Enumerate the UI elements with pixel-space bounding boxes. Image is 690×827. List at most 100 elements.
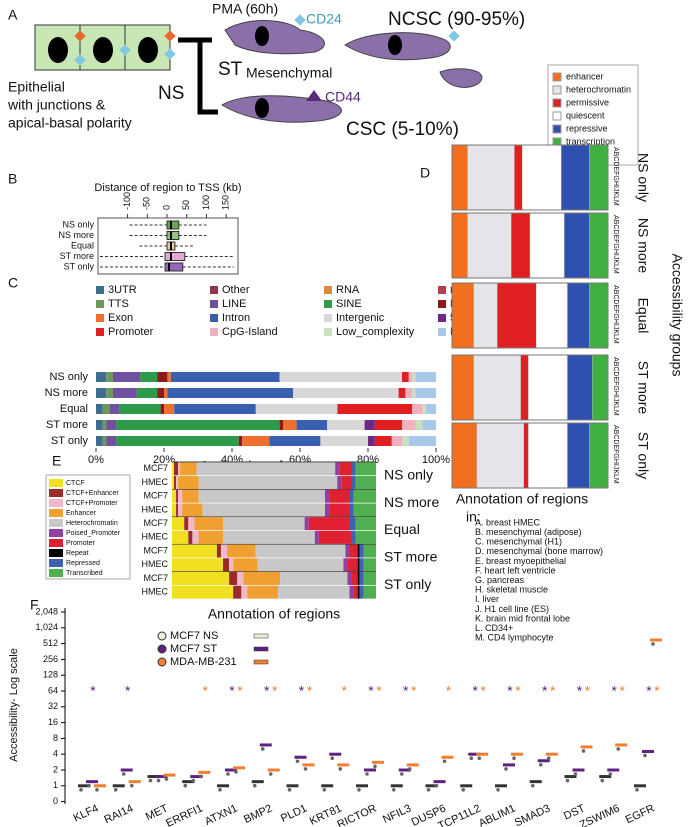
legend-label: Poised_Promoter xyxy=(66,530,121,537)
bar-segment xyxy=(374,420,402,430)
bar-segment xyxy=(408,436,436,446)
bar-segment xyxy=(216,544,221,558)
bar-segment xyxy=(343,558,348,572)
significance-star: * xyxy=(542,683,548,699)
category-label: MCF7 xyxy=(144,463,169,473)
bar-segment xyxy=(402,372,409,382)
bar-segment xyxy=(402,420,416,430)
category-label: NS more xyxy=(58,230,94,240)
bar-segment xyxy=(233,558,258,572)
dot xyxy=(330,756,335,760)
bar-segment xyxy=(116,436,239,446)
bar-segment xyxy=(116,420,280,430)
legend-swatch xyxy=(210,286,218,294)
map-block xyxy=(467,212,512,279)
bar-segment xyxy=(198,489,325,503)
y-tick-label: 0 xyxy=(53,796,58,806)
legend-swatch xyxy=(96,314,104,322)
map-block xyxy=(589,144,609,211)
bar-segment xyxy=(106,420,117,430)
bar-segment xyxy=(364,420,375,430)
dot xyxy=(469,756,474,760)
bar-segment xyxy=(325,489,330,503)
bar-segment xyxy=(355,530,376,544)
legend-swatch xyxy=(49,549,63,557)
bar-segment xyxy=(178,489,183,503)
nucleus xyxy=(388,35,402,55)
marker-label: CD24 xyxy=(306,11,342,27)
bar-segment xyxy=(374,436,392,446)
bar-segment xyxy=(198,476,338,490)
marker-label: CD44 xyxy=(325,89,361,105)
y-axis-label: Accessibility- Log scale xyxy=(8,648,20,762)
x-tick-label: RICTOR xyxy=(335,802,378,827)
bar-segment xyxy=(349,517,356,531)
bar-segment xyxy=(391,436,402,446)
bar-segment xyxy=(96,388,107,398)
map-block xyxy=(592,354,609,421)
map-block xyxy=(536,282,568,349)
y-tick-label: 16 xyxy=(48,717,58,727)
significance-star: * xyxy=(203,683,209,699)
dot xyxy=(616,747,621,751)
legend-label: MDA-MB-231 xyxy=(170,656,237,668)
dot xyxy=(373,764,377,769)
legend-swatch xyxy=(324,286,332,294)
x-tick-label: 100 xyxy=(201,195,211,210)
map-frame xyxy=(451,144,609,211)
legend-swatch xyxy=(324,300,332,308)
group-label: NS more xyxy=(384,494,439,510)
dot xyxy=(496,788,500,792)
bar-segment xyxy=(415,420,423,430)
map-block xyxy=(451,354,475,421)
bar-segment xyxy=(176,503,179,517)
bar-segment xyxy=(223,558,230,572)
bar-segment xyxy=(202,503,325,517)
bar-segment xyxy=(425,404,436,414)
legend-swatch xyxy=(49,539,63,547)
bar-segment xyxy=(355,517,376,531)
bar-segment xyxy=(172,544,217,558)
category-label: MCF7 xyxy=(144,518,169,528)
bar-segment xyxy=(102,436,107,446)
bar-segment xyxy=(320,436,368,446)
map-block xyxy=(567,354,593,421)
epithelial-label: with junctions & xyxy=(7,97,106,113)
panel-label: C xyxy=(8,275,18,291)
bar-segment xyxy=(359,544,364,558)
bar-segment xyxy=(172,530,189,544)
legend-dash xyxy=(253,633,269,639)
legend-label: CTCF xyxy=(66,480,85,487)
bar-segment xyxy=(242,436,270,446)
bar-segment xyxy=(178,476,199,490)
dot xyxy=(399,772,404,776)
legend-swatch xyxy=(49,509,63,517)
bar-segment xyxy=(278,585,350,599)
bar-segment xyxy=(357,558,360,572)
annotation-item: H. skeletal muscle xyxy=(475,585,548,595)
dot xyxy=(365,772,369,776)
x-tick-label: -50 xyxy=(142,197,152,210)
bar-segment xyxy=(318,530,352,544)
bar-segment xyxy=(279,372,402,382)
dot xyxy=(226,772,230,776)
category-label: MCF7 xyxy=(144,545,169,555)
bar-segment xyxy=(157,372,168,382)
category-label: ST more xyxy=(60,251,94,261)
bar-segment xyxy=(227,544,256,558)
population-label: NCSC (90-95%) xyxy=(388,9,525,30)
bar-segment xyxy=(223,530,315,544)
x-axis-label: Annotation of regions xyxy=(208,606,340,622)
bar-segment xyxy=(415,388,436,398)
bar-segment xyxy=(349,503,354,517)
annotation-in: in: xyxy=(466,509,481,525)
dot xyxy=(357,788,361,792)
box-frame xyxy=(97,217,239,275)
category-label: NS only xyxy=(62,219,94,229)
row-letters: ABCDEFGHIJKLM xyxy=(612,285,619,344)
treatment: PMA (60h) xyxy=(212,1,278,17)
map-frame xyxy=(451,422,609,489)
bar-segment xyxy=(337,476,342,490)
bar-segment xyxy=(96,372,107,382)
